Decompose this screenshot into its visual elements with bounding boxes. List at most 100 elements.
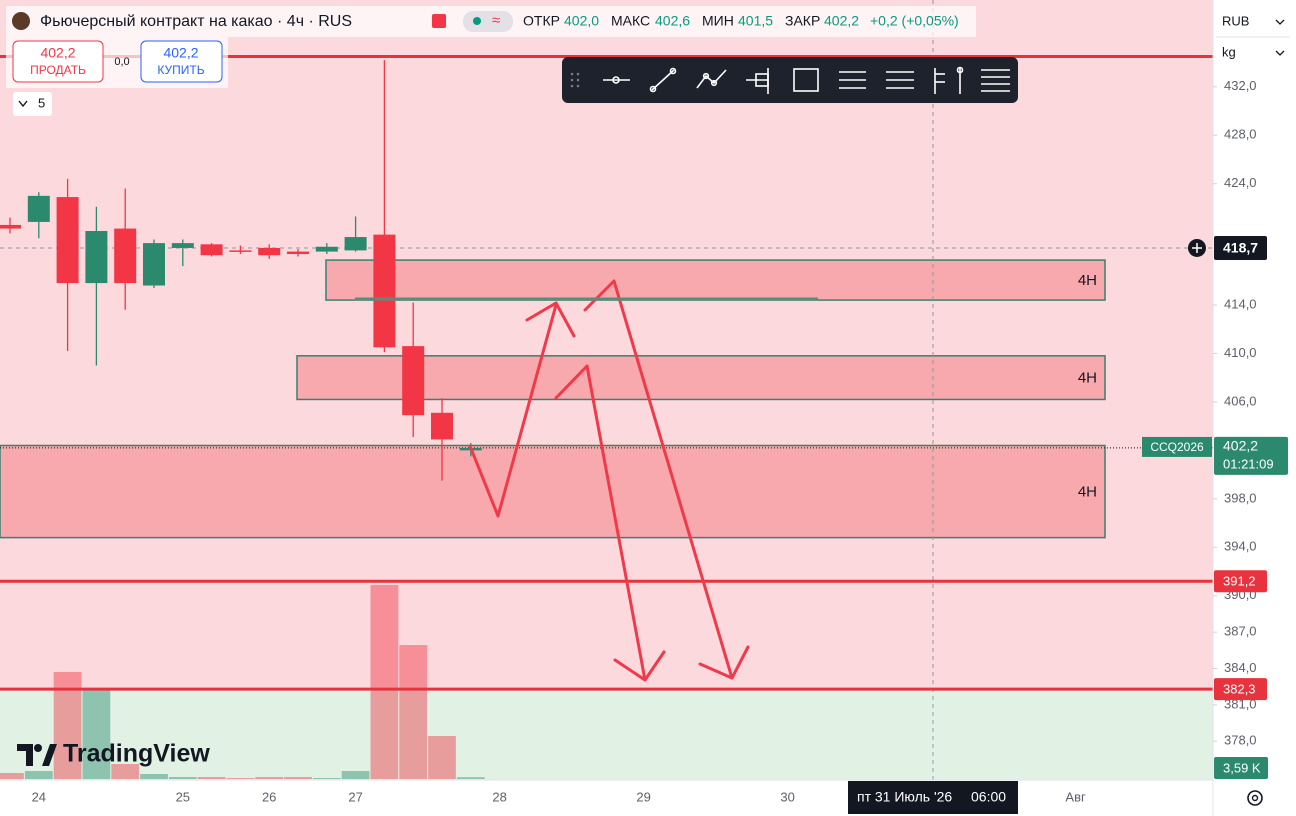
indicators-toggle[interactable] [13, 92, 52, 116]
volume-bar [284, 777, 312, 779]
sell-button[interactable] [12, 40, 104, 83]
sell-label: ПРОДАТЬ [30, 63, 86, 77]
chevron [18, 100, 28, 108]
settings-gear[interactable] [1247, 790, 1263, 806]
volume-badge-label: 3,59 K [1223, 760, 1261, 775]
volume-bar [255, 777, 284, 779]
volume-bar [111, 764, 140, 779]
volume-bar [312, 778, 341, 779]
y-tick-label: 398,0 [1224, 490, 1257, 505]
ohlc-value: 402,0 [564, 13, 599, 29]
status-icon: ≈ [492, 12, 500, 29]
status-pill[interactable] [463, 11, 513, 32]
flag-icon [432, 14, 446, 28]
ohlc-change: +0,2 (+0,05%) [870, 13, 959, 29]
y-tick-label: 410,0 [1224, 345, 1257, 360]
crosshair-price: 418,7 [1223, 240, 1258, 256]
candle-body [344, 237, 367, 251]
zones-layer: 4H 4H 4H [0, 259, 1106, 539]
ohlc-value: 402,6 [655, 13, 690, 29]
last-price-label: 402,2 [1223, 438, 1258, 454]
symbol-badge-label: CCQ2026 [1150, 440, 1204, 454]
candle-body [85, 230, 108, 284]
level-badge-label: 391,2 [1223, 574, 1256, 589]
y-tick-label: 384,0 [1224, 660, 1257, 675]
indicators-count: 5 [38, 95, 45, 110]
unit: kg [1222, 44, 1236, 59]
ohlc-key: МАКС [611, 13, 650, 29]
zone-label: 4H [1078, 272, 1097, 289]
header: Фьючерсный контракт на какао · 4ч · RUS … [6, 6, 976, 116]
y-tick-label: 414,0 [1224, 296, 1257, 311]
plus-icon [1192, 242, 1202, 253]
volume-bar [168, 777, 197, 779]
x-tick-label: 26 [262, 789, 276, 804]
toolbar-grip [570, 72, 580, 88]
buy-label: КУПИТЬ [157, 63, 204, 77]
chevron [1275, 19, 1285, 25]
volume-layer [0, 585, 485, 779]
ohlc-value: 402,2 [824, 13, 859, 29]
x-tick-label: 30 [780, 789, 794, 804]
volume-bar [197, 777, 226, 779]
candle-body [171, 243, 194, 248]
zone-bg-lower [0, 689, 1213, 780]
brand-logo: TradingView [17, 740, 210, 768]
candle-body [0, 224, 21, 229]
logo-mark [17, 744, 33, 766]
buy-button[interactable] [140, 40, 223, 83]
volume-bar [24, 771, 53, 779]
crosshair-time: 06:00 [971, 789, 1006, 805]
zone [0, 444, 1106, 539]
symbol-title: Фьючерсный контракт на какао · 4ч · RUS [40, 13, 352, 30]
settings-gear [1251, 794, 1259, 802]
x-tick-label: 24 [32, 789, 46, 804]
volume-bar [226, 778, 255, 779]
volume-bar [399, 645, 428, 779]
zone-label: 4H [1078, 484, 1097, 501]
ohlc-key: ОТКР [523, 13, 560, 29]
candle-body [431, 412, 453, 440]
badges-layer: 391,2 382,3 418,7 пт 31 Июль '26 06:00 CCQ202… [848, 235, 1288, 814]
zone [296, 355, 1106, 401]
last-price-badge [1214, 436, 1288, 475]
crosshair-date: пт 31 Июль '26 [857, 789, 952, 805]
buy-price: 402,2 [163, 45, 198, 61]
level-badge-label: 382,3 [1223, 682, 1256, 697]
candle-body [27, 195, 50, 222]
y-tick-label: 406,0 [1224, 393, 1257, 408]
zone-bg-upper [0, 0, 1213, 690]
arrowhead [698, 645, 750, 680]
y-tick-label: 432,0 [1224, 78, 1257, 93]
logo-mark [34, 744, 42, 752]
currency: RUB [1222, 13, 1249, 28]
symbol-icon [12, 12, 30, 30]
volume-bar [0, 773, 24, 779]
x-tick-label: 25 [176, 789, 190, 804]
candle-body [56, 197, 79, 284]
arrowhead [525, 301, 576, 338]
volume-bar [341, 771, 370, 779]
candle-body [402, 346, 425, 416]
candle-body [258, 247, 281, 256]
logo-mark [42, 744, 57, 766]
volume-badge [1214, 757, 1268, 779]
toolbar-icons[interactable] [603, 66, 1010, 95]
volume-bar [370, 585, 399, 779]
symbol-badge [1142, 436, 1212, 457]
crosshair-badge [1214, 235, 1267, 260]
volume-bar [140, 774, 168, 779]
candle-body [229, 250, 252, 252]
x-tick-label: 28 [492, 789, 506, 804]
ohlc-key: МИН [702, 13, 734, 29]
brand-name: TradingView [63, 740, 210, 768]
sell-price: 402,2 [40, 45, 75, 61]
x-tick-label: 29 [636, 789, 650, 804]
volume-bar [428, 736, 456, 779]
x-tick-label: Авг [1065, 789, 1086, 804]
status-dot [473, 17, 481, 25]
y-tick-label: 387,0 [1224, 624, 1257, 639]
scale-menu[interactable] [1216, 6, 1290, 64]
